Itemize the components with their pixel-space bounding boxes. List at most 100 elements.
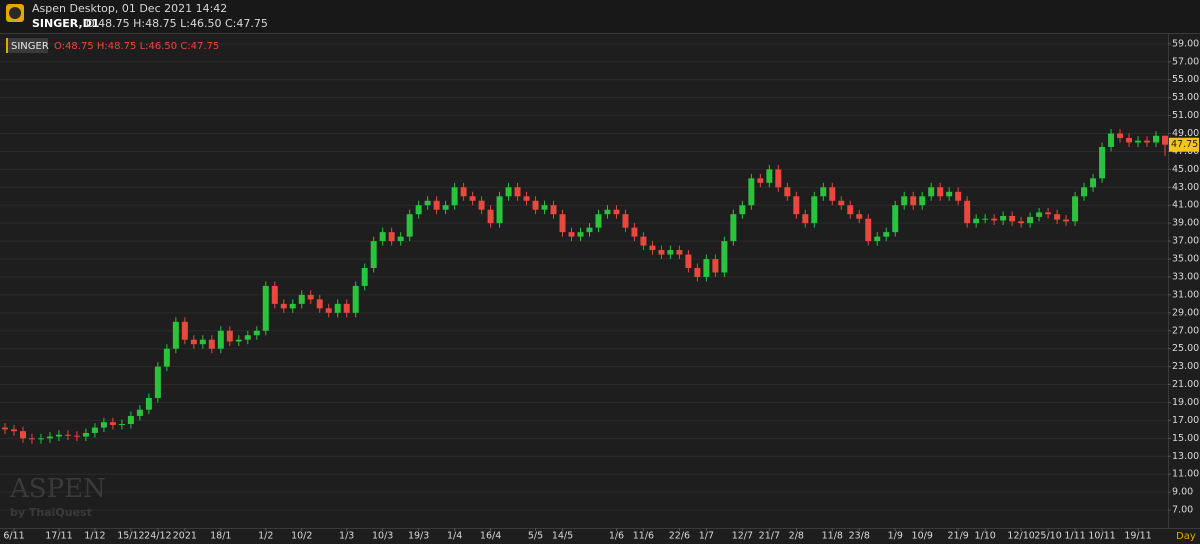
- y-tick-label: 29.00: [1172, 307, 1199, 318]
- candle-body: [208, 339, 215, 349]
- candle-body: [1081, 187, 1088, 197]
- candle-body: [1063, 219, 1070, 222]
- candle-body: [343, 303, 350, 313]
- candle-body: [514, 187, 521, 197]
- candle-body: [631, 227, 638, 237]
- candle-body: [703, 259, 710, 277]
- candle-body: [829, 187, 836, 201]
- y-tick-label: 45.00: [1172, 164, 1199, 175]
- candle-body: [946, 191, 953, 197]
- candle-body: [784, 187, 791, 197]
- y-tick-label: 21.00: [1172, 379, 1199, 390]
- candle-body: [496, 196, 503, 224]
- current-price-box: [1169, 137, 1199, 152]
- candle-body: [739, 205, 746, 215]
- candle-body: [820, 187, 827, 197]
- candle-body: [667, 250, 674, 255]
- x-tick-label: 21/7: [759, 531, 780, 542]
- x-tick-label: 1/11: [1064, 531, 1085, 542]
- grid: [0, 43, 1171, 511]
- candle-body: [388, 232, 395, 242]
- candle-body: [1036, 212, 1043, 217]
- candle-body: [370, 241, 377, 268]
- x-tick-label: 1/3: [339, 531, 354, 542]
- candle-body: [649, 245, 656, 251]
- candle-body: [856, 214, 863, 219]
- candle-body: [937, 187, 944, 197]
- candle-body: [766, 169, 773, 183]
- x-tick-label: 2021: [173, 531, 197, 542]
- y-tick-label: 13.00: [1172, 451, 1199, 462]
- candle-body: [982, 218, 989, 220]
- candle-body: [478, 200, 485, 210]
- candle-body: [676, 250, 683, 255]
- candle-body: [865, 218, 872, 242]
- candle-body: [1099, 146, 1106, 179]
- candle-body: [748, 178, 755, 206]
- candle-body: [460, 187, 467, 197]
- x-tick-label: 14/5: [552, 531, 573, 542]
- candle-body: [892, 205, 899, 233]
- y-tick-label: 33.00: [1172, 271, 1199, 282]
- x-tick-label: 1/2: [258, 531, 273, 542]
- y-tick-label: 25.00: [1172, 343, 1199, 354]
- candle-body: [1054, 214, 1061, 220]
- candle-body: [883, 232, 890, 237]
- x-tick-label: 22/6: [669, 531, 690, 542]
- candle-body: [1144, 140, 1151, 143]
- candle-body: [172, 321, 179, 349]
- candle-body: [730, 214, 737, 242]
- candle-body: [793, 196, 800, 215]
- y-tick-label: 51.00: [1172, 110, 1199, 121]
- candle-body: [253, 330, 260, 336]
- candle-body: [1009, 216, 1016, 222]
- candle-body: [721, 241, 728, 273]
- x-tick-label: 17/11: [45, 531, 72, 542]
- candle-body: [1045, 212, 1052, 215]
- candle-body: [1162, 135, 1168, 145]
- candle-body: [298, 294, 305, 304]
- legend-box: [6, 38, 48, 53]
- watermark-byline: by ThaiQuest: [10, 506, 92, 519]
- x-tick-label: 10/9: [912, 531, 933, 542]
- candle-body: [991, 218, 998, 221]
- candle-body: [262, 285, 269, 331]
- candle-body: [379, 232, 386, 242]
- y-tick-label: 53.00: [1172, 92, 1199, 103]
- x-tick-label: 1/9: [888, 531, 903, 542]
- candle-body: [190, 339, 197, 345]
- y-tick-label: 27.00: [1172, 325, 1199, 336]
- candle-body: [757, 178, 764, 183]
- period-label: Day: [1176, 531, 1196, 542]
- candle-body: [307, 294, 314, 300]
- x-tick-label: 12/7: [732, 531, 753, 542]
- candle-body: [523, 196, 530, 201]
- candle-body: [586, 227, 593, 233]
- candle-body: [1126, 138, 1133, 143]
- candle-body: [874, 236, 881, 242]
- candle-body: [118, 424, 125, 425]
- candle-body: [541, 205, 548, 210]
- candle-body: [910, 196, 917, 206]
- candle-body: [2, 427, 8, 430]
- y-tick-label: 35.00: [1172, 254, 1199, 265]
- candle-body: [613, 209, 620, 215]
- y-tick-label: 15.00: [1172, 433, 1199, 444]
- x-tick-label: 10/2: [291, 531, 312, 542]
- legend-ohlc: O:48.75 H:48.75 L:46.50 C:47.75: [54, 41, 219, 52]
- x-tick-label: 1/10: [974, 531, 995, 542]
- x-tick-label: 25/10: [1034, 531, 1061, 542]
- y-tick-label: 11.00: [1172, 469, 1199, 480]
- candle-body: [100, 422, 107, 428]
- candle-body: [46, 436, 53, 439]
- candle-body: [685, 254, 692, 268]
- top-bar: [0, 0, 1200, 33]
- candle-body: [325, 308, 332, 313]
- x-tick-label: 12/10: [1007, 531, 1034, 542]
- candle-body: [1018, 221, 1025, 224]
- watermark-brand: ASPEN: [9, 474, 106, 504]
- x-tick-label: 10/11: [1088, 531, 1115, 542]
- candle-body: [91, 427, 98, 433]
- candle-body: [1072, 196, 1079, 222]
